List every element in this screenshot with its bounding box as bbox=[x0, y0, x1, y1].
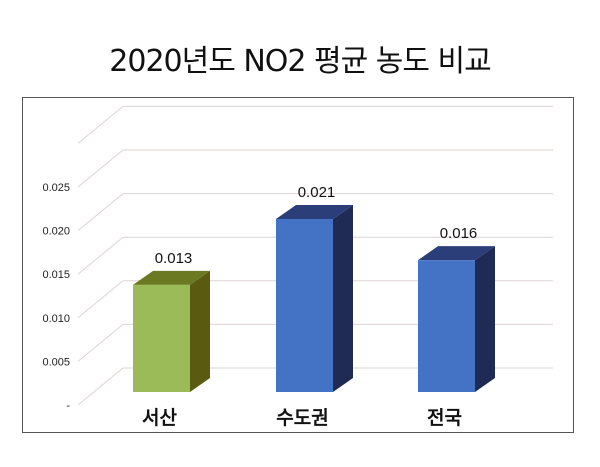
value-label: 0.013 bbox=[155, 250, 193, 267]
bar-side bbox=[475, 246, 495, 392]
value-label: 0.021 bbox=[298, 184, 336, 201]
x-category-label: 서산 bbox=[142, 407, 177, 429]
x-category-label: 수도권 bbox=[276, 407, 328, 429]
y-tick-label: 0.020 bbox=[42, 226, 70, 238]
gridline-diagonal bbox=[77, 280, 124, 319]
chart-title: 2020년도 NO2 평균 농도 비교 bbox=[109, 44, 491, 79]
bar-서산 bbox=[133, 284, 190, 392]
bar-side bbox=[190, 270, 210, 392]
y-tick-label: - bbox=[66, 400, 70, 412]
bar-수도권 bbox=[276, 218, 333, 392]
y-tick-label: 0.005 bbox=[42, 356, 70, 368]
gridline-diagonal bbox=[77, 149, 124, 188]
bar-top bbox=[276, 204, 353, 219]
bar-side bbox=[333, 204, 353, 392]
gridline-diagonal bbox=[77, 106, 124, 144]
y-tick-label: 0.010 bbox=[42, 313, 70, 325]
value-label: 0.016 bbox=[440, 225, 478, 242]
y-tick-label: 0.015 bbox=[42, 269, 70, 281]
x-category-label: 전국 bbox=[427, 407, 462, 429]
gridline-diagonal bbox=[77, 236, 124, 275]
gridline-diagonal bbox=[77, 193, 124, 231]
bar-top bbox=[133, 270, 210, 285]
bar-top bbox=[418, 246, 495, 261]
y-tick-label: 0.025 bbox=[42, 182, 70, 194]
gridline-diagonal bbox=[77, 324, 124, 362]
gridline-diagonal bbox=[77, 367, 124, 406]
bar-전국 bbox=[418, 260, 475, 392]
